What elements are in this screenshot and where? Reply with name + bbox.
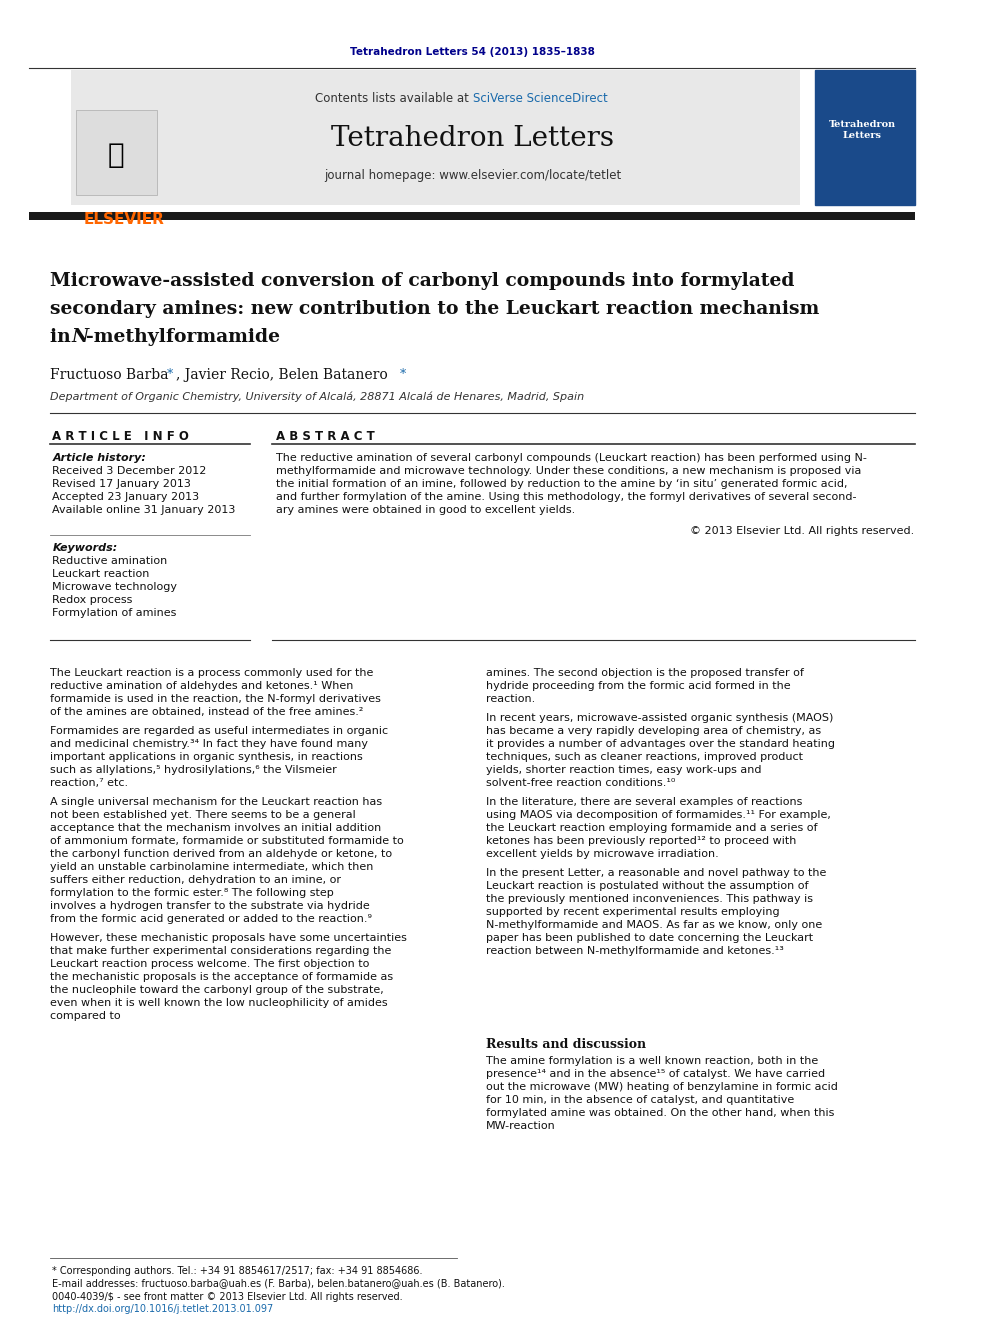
Text: reaction.: reaction. — [486, 695, 535, 704]
Text: N-methylformamide and MAOS. As far as we know, only one: N-methylformamide and MAOS. As far as we… — [486, 919, 822, 930]
Text: from the formic acid generated or added to the reaction.⁹: from the formic acid generated or added … — [50, 914, 372, 923]
Text: and further formylation of the amine. Using this methodology, the formyl derivat: and further formylation of the amine. Us… — [277, 492, 857, 501]
Text: A single universal mechanism for the Leuckart reaction has: A single universal mechanism for the Leu… — [50, 796, 382, 807]
Text: Microwave technology: Microwave technology — [53, 582, 178, 591]
Text: 0040-4039/$ - see front matter © 2013 Elsevier Ltd. All rights reserved.: 0040-4039/$ - see front matter © 2013 El… — [53, 1293, 403, 1302]
Text: Results and discussion: Results and discussion — [486, 1039, 646, 1050]
Text: Contents lists available at: Contents lists available at — [315, 91, 472, 105]
Text: *: * — [400, 368, 407, 381]
Text: Formylation of amines: Formylation of amines — [53, 609, 177, 618]
Text: In the literature, there are several examples of reactions: In the literature, there are several exa… — [486, 796, 803, 807]
Text: Leuckart reaction process welcome. The first objection to: Leuckart reaction process welcome. The f… — [50, 959, 369, 968]
Text: in: in — [50, 328, 76, 347]
Text: © 2013 Elsevier Ltd. All rights reserved.: © 2013 Elsevier Ltd. All rights reserved… — [690, 527, 915, 536]
Text: not been established yet. There seems to be a general: not been established yet. There seems to… — [50, 810, 355, 820]
Text: http://dx.doi.org/10.1016/j.tetlet.2013.01.097: http://dx.doi.org/10.1016/j.tetlet.2013.… — [53, 1304, 274, 1314]
FancyBboxPatch shape — [76, 110, 157, 194]
Text: the mechanistic proposals is the acceptance of formamide as: the mechanistic proposals is the accepta… — [50, 972, 393, 982]
Text: and medicinal chemistry.³⁴ In fact they have found many: and medicinal chemistry.³⁴ In fact they … — [50, 740, 368, 749]
Text: ary amines were obtained in good to excellent yields.: ary amines were obtained in good to exce… — [277, 505, 575, 515]
Text: Accepted 23 January 2013: Accepted 23 January 2013 — [53, 492, 199, 501]
FancyBboxPatch shape — [29, 212, 915, 220]
Text: However, these mechanistic proposals have some uncertainties: However, these mechanistic proposals hav… — [50, 933, 407, 943]
Text: presence¹⁴ and in the absence¹⁵ of catalyst. We have carried: presence¹⁴ and in the absence¹⁵ of catal… — [486, 1069, 825, 1080]
Text: , Javier Recio, Belen Batanero: , Javier Recio, Belen Batanero — [177, 368, 393, 382]
Text: A R T I C L E   I N F O: A R T I C L E I N F O — [53, 430, 189, 443]
Text: using MAOS via decomposition of formamides.¹¹ For example,: using MAOS via decomposition of formamid… — [486, 810, 831, 820]
Text: for 10 min, in the absence of catalyst, and quantitative: for 10 min, in the absence of catalyst, … — [486, 1095, 795, 1105]
Text: A B S T R A C T: A B S T R A C T — [277, 430, 375, 443]
Text: E-mail addresses: fructuoso.barba@uah.es (F. Barba), belen.batanero@uah.es (B. B: E-mail addresses: fructuoso.barba@uah.es… — [53, 1278, 505, 1289]
Text: ketones has been previously reported¹² to proceed with: ketones has been previously reported¹² t… — [486, 836, 797, 845]
Text: reductive amination of aldehydes and ketones.¹ When: reductive amination of aldehydes and ket… — [50, 681, 353, 691]
Text: amines. The second objection is the proposed transfer of: amines. The second objection is the prop… — [486, 668, 804, 677]
Text: The Leuckart reaction is a process commonly used for the: The Leuckart reaction is a process commo… — [50, 668, 373, 677]
Text: 🌳: 🌳 — [108, 142, 125, 169]
FancyBboxPatch shape — [814, 70, 915, 205]
Text: the Leuckart reaction employing formamide and a series of: the Leuckart reaction employing formamid… — [486, 823, 817, 833]
Text: the carbonyl function derived from an aldehyde or ketone, to: the carbonyl function derived from an al… — [50, 849, 392, 859]
Text: journal homepage: www.elsevier.com/locate/tetlet: journal homepage: www.elsevier.com/locat… — [324, 168, 621, 181]
Text: Tetrahedron Letters: Tetrahedron Letters — [331, 124, 614, 152]
Text: The reductive amination of several carbonyl compounds (Leuckart reaction) has be: The reductive amination of several carbo… — [277, 452, 867, 463]
Text: ELSEVIER: ELSEVIER — [84, 213, 165, 228]
Text: acceptance that the mechanism involves an initial addition: acceptance that the mechanism involves a… — [50, 823, 381, 833]
Text: Formamides are regarded as useful intermediates in organic: Formamides are regarded as useful interm… — [50, 726, 388, 736]
Text: N: N — [71, 328, 88, 347]
Text: Available online 31 January 2013: Available online 31 January 2013 — [53, 505, 236, 515]
Text: suffers either reduction, dehydration to an imine, or: suffers either reduction, dehydration to… — [50, 875, 340, 885]
Text: reaction between N-methylformamide and ketones.¹³: reaction between N-methylformamide and k… — [486, 946, 784, 957]
Text: Received 3 December 2012: Received 3 December 2012 — [53, 466, 206, 476]
Text: * Corresponding authors. Tel.: +34 91 8854617/2517; fax: +34 91 8854686.: * Corresponding authors. Tel.: +34 91 88… — [53, 1266, 423, 1275]
Text: hydride proceeding from the formic acid formed in the: hydride proceeding from the formic acid … — [486, 681, 791, 691]
Text: compared to: compared to — [50, 1011, 120, 1021]
Text: -methylformamide: -methylformamide — [85, 328, 280, 347]
Text: Tetrahedron Letters 54 (2013) 1835–1838: Tetrahedron Letters 54 (2013) 1835–1838 — [350, 48, 595, 57]
Text: Microwave-assisted conversion of carbonyl compounds into formylated: Microwave-assisted conversion of carbony… — [50, 273, 794, 290]
Text: such as allylations,⁵ hydrosilylations,⁶ the Vilsmeier: such as allylations,⁵ hydrosilylations,⁶… — [50, 765, 336, 775]
Text: paper has been published to date concerning the Leuckart: paper has been published to date concern… — [486, 933, 813, 943]
Text: even when it is well known the low nucleophilicity of amides: even when it is well known the low nucle… — [50, 998, 387, 1008]
Text: of ammonium formate, formamide or substituted formamide to: of ammonium formate, formamide or substi… — [50, 836, 404, 845]
Text: SciVerse ScienceDirect: SciVerse ScienceDirect — [472, 91, 607, 105]
Text: supported by recent experimental results employing: supported by recent experimental results… — [486, 908, 780, 917]
Text: the nucleophile toward the carbonyl group of the substrate,: the nucleophile toward the carbonyl grou… — [50, 986, 383, 995]
Text: Keywords:: Keywords: — [53, 542, 118, 553]
Text: involves a hydrogen transfer to the substrate via hydride: involves a hydrogen transfer to the subs… — [50, 901, 369, 912]
Text: it provides a number of advantages over the standard heating: it provides a number of advantages over … — [486, 740, 835, 749]
Text: MW-reaction: MW-reaction — [486, 1121, 556, 1131]
Text: out the microwave (MW) heating of benzylamine in formic acid: out the microwave (MW) heating of benzyl… — [486, 1082, 838, 1091]
Text: *: * — [167, 368, 173, 381]
Text: the initial formation of an imine, followed by reduction to the amine by ‘in sit: the initial formation of an imine, follo… — [277, 479, 848, 490]
Text: Article history:: Article history: — [53, 452, 146, 463]
Text: formamide is used in the reaction, the N-formyl derivatives: formamide is used in the reaction, the N… — [50, 695, 380, 704]
Text: secondary amines: new contribution to the Leuckart reaction mechanism: secondary amines: new contribution to th… — [50, 300, 818, 318]
FancyBboxPatch shape — [71, 70, 801, 205]
Text: Tetrahedron
Letters: Tetrahedron Letters — [828, 120, 896, 140]
Text: Leuckart reaction is postulated without the assumption of: Leuckart reaction is postulated without … — [486, 881, 808, 890]
Text: the previously mentioned inconveniences. This pathway is: the previously mentioned inconveniences.… — [486, 894, 812, 904]
Text: yield an unstable carbinolamine intermediate, which then: yield an unstable carbinolamine intermed… — [50, 863, 373, 872]
Text: Revised 17 January 2013: Revised 17 January 2013 — [53, 479, 191, 490]
Text: that make further experimental considerations regarding the: that make further experimental considera… — [50, 946, 391, 957]
Text: In recent years, microwave-assisted organic synthesis (MAOS): In recent years, microwave-assisted orga… — [486, 713, 833, 722]
Text: yields, shorter reaction times, easy work-ups and: yields, shorter reaction times, easy wor… — [486, 765, 762, 775]
Text: formylation to the formic ester.⁸ The following step: formylation to the formic ester.⁸ The fo… — [50, 888, 333, 898]
Text: Leuckart reaction: Leuckart reaction — [53, 569, 150, 579]
Text: of the amines are obtained, instead of the free amines.²: of the amines are obtained, instead of t… — [50, 706, 363, 717]
Text: reaction,⁷ etc.: reaction,⁷ etc. — [50, 778, 128, 789]
Text: formylated amine was obtained. On the other hand, when this: formylated amine was obtained. On the ot… — [486, 1107, 834, 1118]
Text: important applications in organic synthesis, in reactions: important applications in organic synthe… — [50, 751, 362, 762]
Text: solvent-free reaction conditions.¹⁰: solvent-free reaction conditions.¹⁰ — [486, 778, 676, 789]
Text: In the present Letter, a reasonable and novel pathway to the: In the present Letter, a reasonable and … — [486, 868, 826, 878]
Text: techniques, such as cleaner reactions, improved product: techniques, such as cleaner reactions, i… — [486, 751, 803, 762]
Text: Redox process: Redox process — [53, 595, 133, 605]
Text: The amine formylation is a well known reaction, both in the: The amine formylation is a well known re… — [486, 1056, 818, 1066]
Text: Department of Organic Chemistry, University of Alcalá, 28871 Alcalá de Henares, : Department of Organic Chemistry, Univers… — [50, 392, 583, 402]
Text: has became a very rapidly developing area of chemistry, as: has became a very rapidly developing are… — [486, 726, 821, 736]
Text: methylformamide and microwave technology. Under these conditions, a new mechanis: methylformamide and microwave technology… — [277, 466, 862, 476]
Text: Fructuoso Barba: Fructuoso Barba — [50, 368, 173, 382]
Text: excellent yields by microwave irradiation.: excellent yields by microwave irradiatio… — [486, 849, 718, 859]
Text: Reductive amination: Reductive amination — [53, 556, 168, 566]
